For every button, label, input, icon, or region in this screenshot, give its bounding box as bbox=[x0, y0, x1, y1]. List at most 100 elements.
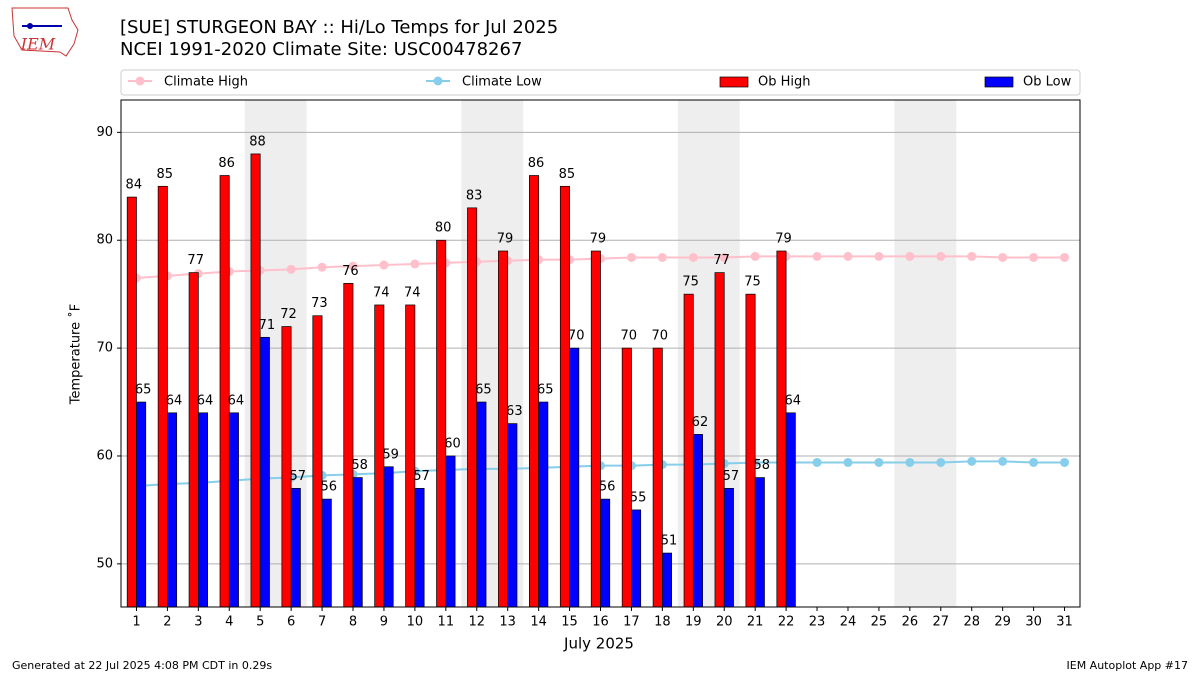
point bbox=[657, 252, 667, 262]
data-label: 57 bbox=[723, 469, 740, 484]
bar bbox=[467, 207, 478, 608]
point bbox=[967, 251, 977, 261]
data-label: 65 bbox=[135, 383, 152, 398]
x-tick-label: 13 bbox=[499, 615, 516, 630]
point bbox=[843, 251, 853, 261]
bar bbox=[259, 336, 270, 608]
legend bbox=[120, 69, 1081, 96]
bar bbox=[538, 401, 549, 608]
bar bbox=[250, 153, 261, 608]
data-label: 77 bbox=[713, 253, 730, 268]
data-label: 56 bbox=[320, 480, 337, 495]
bar bbox=[188, 272, 199, 608]
point bbox=[688, 252, 698, 262]
bar bbox=[136, 401, 147, 608]
x-tick-label: 27 bbox=[933, 615, 950, 630]
bar bbox=[436, 239, 447, 608]
data-label: 62 bbox=[692, 415, 709, 430]
y-tick-label: 70 bbox=[96, 341, 113, 356]
data-label: 74 bbox=[404, 285, 421, 300]
bar bbox=[652, 347, 663, 608]
bar bbox=[312, 315, 323, 608]
x-tick-label: 28 bbox=[963, 615, 980, 630]
bar bbox=[383, 466, 394, 608]
bar bbox=[754, 477, 765, 608]
bar bbox=[683, 293, 694, 608]
data-label: 73 bbox=[311, 296, 328, 311]
logo-dot bbox=[27, 23, 33, 29]
data-label: 74 bbox=[373, 285, 390, 300]
data-label: 63 bbox=[506, 404, 523, 419]
point bbox=[843, 457, 853, 467]
point bbox=[1029, 457, 1039, 467]
legend-label: Climate High bbox=[164, 75, 248, 90]
x-tick-label: 14 bbox=[530, 615, 547, 630]
bar bbox=[745, 293, 756, 608]
chart-subtitle: NCEI 1991-2020 Climate Site: USC00478267 bbox=[120, 39, 522, 60]
data-label: 58 bbox=[754, 458, 771, 473]
x-tick-label: 20 bbox=[716, 615, 733, 630]
data-label: 65 bbox=[475, 383, 492, 398]
bar bbox=[631, 509, 642, 608]
y-tick-label: 90 bbox=[96, 125, 113, 140]
point bbox=[874, 251, 884, 261]
point bbox=[1060, 457, 1070, 467]
x-tick-label: 29 bbox=[994, 615, 1011, 630]
x-tick-label: 17 bbox=[623, 615, 640, 630]
point bbox=[967, 456, 977, 466]
point bbox=[812, 251, 822, 261]
bar bbox=[290, 487, 301, 608]
x-tick-label: 2 bbox=[163, 615, 171, 630]
point bbox=[1029, 252, 1039, 262]
point bbox=[1060, 252, 1070, 262]
x-tick-label: 6 bbox=[287, 615, 295, 630]
data-label: 85 bbox=[559, 167, 576, 182]
bar bbox=[281, 326, 292, 608]
x-tick-label: 11 bbox=[438, 615, 455, 630]
x-tick-label: 16 bbox=[592, 615, 609, 630]
point bbox=[379, 260, 389, 270]
bar bbox=[197, 412, 208, 608]
x-tick-label: 1 bbox=[132, 615, 140, 630]
data-label: 77 bbox=[187, 253, 204, 268]
x-tick-label: 9 bbox=[380, 615, 388, 630]
bar bbox=[559, 185, 570, 608]
bar bbox=[405, 304, 416, 608]
bar bbox=[723, 487, 734, 608]
bar bbox=[507, 423, 518, 608]
x-tick-label: 22 bbox=[778, 615, 795, 630]
point bbox=[410, 259, 420, 269]
bar bbox=[600, 498, 611, 608]
bar bbox=[776, 250, 787, 608]
bar bbox=[785, 412, 796, 608]
footer-right: IEM Autoplot App #17 bbox=[1067, 659, 1189, 672]
legend-swatch bbox=[719, 76, 749, 88]
bar bbox=[569, 347, 580, 608]
bar bbox=[126, 196, 137, 608]
x-axis-label: July 2025 bbox=[563, 635, 634, 653]
x-tick-label: 21 bbox=[747, 615, 764, 630]
data-label: 64 bbox=[197, 393, 214, 408]
legend-label: Ob High bbox=[758, 75, 811, 90]
x-tick-label: 15 bbox=[561, 615, 578, 630]
data-label: 84 bbox=[126, 178, 143, 193]
bar bbox=[445, 455, 456, 608]
point bbox=[812, 457, 822, 467]
logo-outline bbox=[11, 7, 79, 57]
data-label: 55 bbox=[630, 490, 647, 505]
x-tick-label: 23 bbox=[809, 615, 826, 630]
point bbox=[348, 261, 358, 271]
x-tick-label: 8 bbox=[349, 615, 357, 630]
bar bbox=[414, 487, 425, 608]
data-label: 80 bbox=[435, 221, 452, 236]
logo-text: IEM bbox=[20, 35, 56, 54]
point bbox=[936, 251, 946, 261]
data-label: 70 bbox=[568, 329, 585, 344]
bar bbox=[621, 347, 632, 608]
legend-marker bbox=[135, 76, 145, 86]
data-label: 51 bbox=[661, 534, 678, 549]
bar bbox=[590, 250, 601, 608]
point bbox=[905, 251, 915, 261]
data-label: 56 bbox=[599, 480, 616, 495]
